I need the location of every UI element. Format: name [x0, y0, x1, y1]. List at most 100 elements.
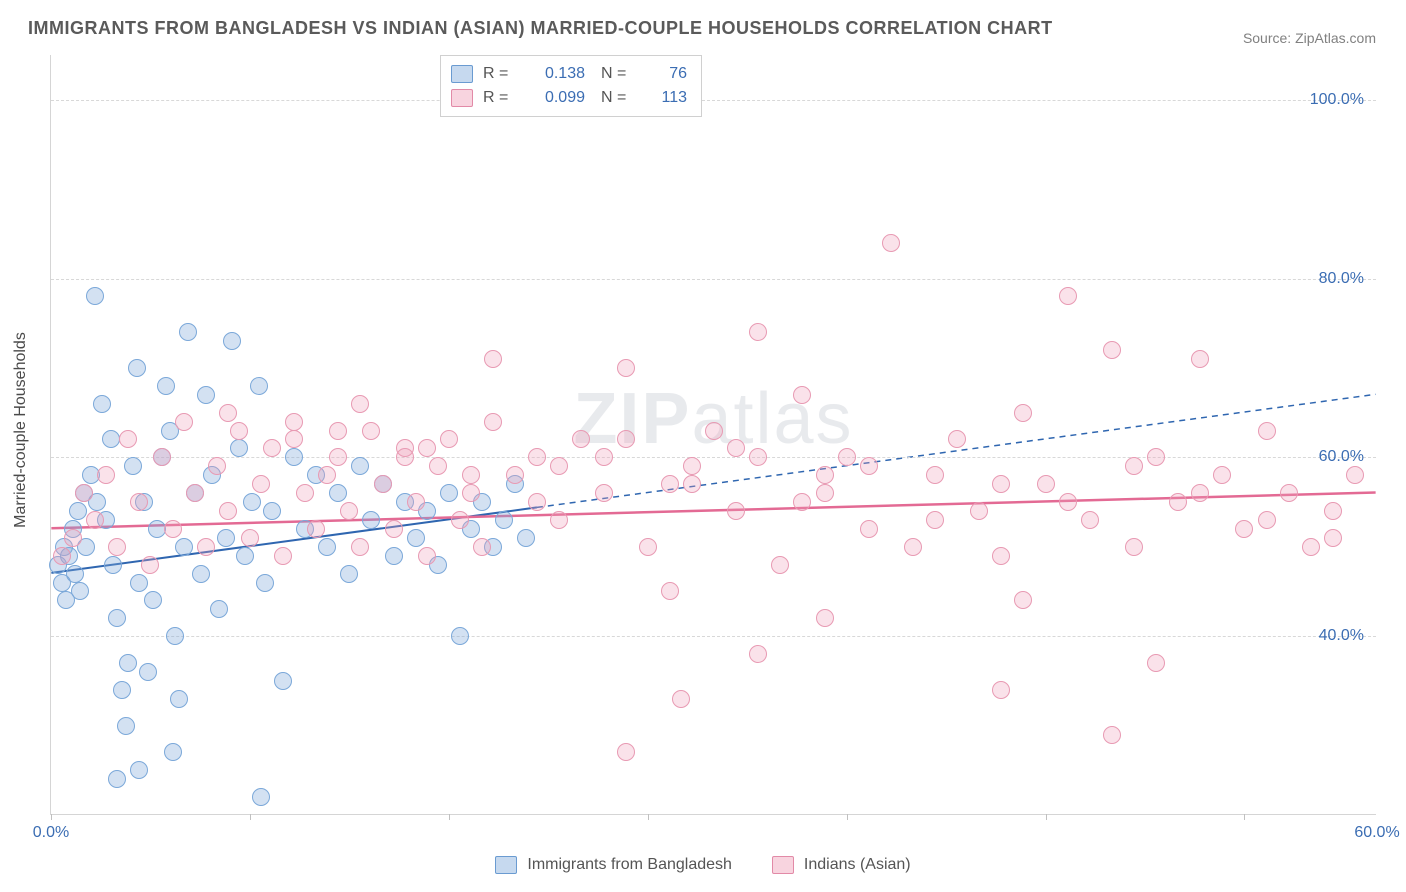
legend-label-pink: Indians (Asian)	[804, 856, 911, 874]
legend-item-pink: Indians (Asian)	[772, 856, 911, 874]
data-point	[230, 439, 248, 457]
x-tick-mark	[250, 814, 251, 820]
data-point	[1037, 475, 1055, 493]
data-point	[451, 511, 469, 529]
data-point	[661, 475, 679, 493]
data-point	[550, 457, 568, 475]
data-point	[860, 520, 878, 538]
data-point	[948, 430, 966, 448]
data-point	[1014, 404, 1032, 422]
data-point	[1169, 493, 1187, 511]
data-point	[672, 690, 690, 708]
data-point	[318, 538, 336, 556]
data-point	[429, 457, 447, 475]
data-point	[1059, 287, 1077, 305]
chart-title: IMMIGRANTS FROM BANGLADESH VS INDIAN (AS…	[28, 18, 1053, 39]
data-point	[274, 672, 292, 690]
data-point	[219, 502, 237, 520]
data-point	[166, 627, 184, 645]
data-point	[252, 788, 270, 806]
legend-item-blue: Immigrants from Bangladesh	[495, 856, 732, 874]
data-point	[141, 556, 159, 574]
data-point	[1324, 529, 1342, 547]
data-point	[102, 430, 120, 448]
correlation-legend: R = 0.138 N = 76 R = 0.099 N = 113	[440, 55, 702, 117]
data-point	[104, 556, 122, 574]
swatch-blue-icon	[451, 65, 473, 83]
data-point	[243, 493, 261, 511]
data-point	[119, 430, 137, 448]
data-point	[119, 654, 137, 672]
data-point	[340, 502, 358, 520]
data-point	[506, 466, 524, 484]
data-point	[771, 556, 789, 574]
data-point	[340, 565, 358, 583]
y-tick-label: 40.0%	[1319, 627, 1364, 645]
data-point	[473, 538, 491, 556]
x-tick-mark	[51, 814, 52, 820]
data-point	[274, 547, 292, 565]
data-point	[69, 502, 87, 520]
data-point	[285, 448, 303, 466]
data-point	[318, 466, 336, 484]
data-point	[75, 484, 93, 502]
source-label: Source: ZipAtlas.com	[1243, 30, 1376, 46]
data-point	[117, 717, 135, 735]
data-point	[1302, 538, 1320, 556]
data-point	[307, 520, 325, 538]
data-point	[992, 547, 1010, 565]
data-point	[108, 538, 126, 556]
data-point	[128, 359, 146, 377]
data-point	[71, 582, 89, 600]
x-tick-mark	[648, 814, 649, 820]
data-point	[351, 457, 369, 475]
data-point	[1147, 654, 1165, 672]
data-point	[296, 484, 314, 502]
data-point	[164, 520, 182, 538]
data-point	[139, 663, 157, 681]
data-point	[992, 475, 1010, 493]
data-point	[130, 574, 148, 592]
data-point	[351, 538, 369, 556]
data-point	[256, 574, 274, 592]
data-point	[882, 234, 900, 252]
legend-row-pink: R = 0.099 N = 113	[451, 86, 687, 110]
data-point	[86, 287, 104, 305]
n-label: N =	[601, 65, 637, 83]
data-point	[108, 609, 126, 627]
n-label: N =	[601, 89, 637, 107]
data-point	[904, 538, 922, 556]
data-point	[462, 466, 480, 484]
data-point	[170, 690, 188, 708]
n-value-blue: 76	[647, 65, 687, 83]
data-point	[749, 323, 767, 341]
data-point	[838, 448, 856, 466]
data-point	[64, 529, 82, 547]
data-point	[793, 493, 811, 511]
data-point	[926, 511, 944, 529]
data-point	[351, 395, 369, 413]
swatch-pink-icon	[451, 89, 473, 107]
data-point	[329, 448, 347, 466]
data-point	[683, 475, 701, 493]
y-tick-label: 60.0%	[1319, 448, 1364, 466]
data-point	[208, 457, 226, 475]
watermark: ZIPatlas	[573, 378, 853, 460]
gridline	[51, 279, 1376, 280]
data-point	[550, 511, 568, 529]
data-point	[816, 466, 834, 484]
data-point	[97, 466, 115, 484]
data-point	[816, 609, 834, 627]
data-point	[617, 430, 635, 448]
data-point	[175, 413, 193, 431]
data-point	[528, 493, 546, 511]
data-point	[705, 422, 723, 440]
data-point	[462, 484, 480, 502]
data-point	[793, 386, 811, 404]
data-point	[86, 511, 104, 529]
data-point	[93, 395, 111, 413]
data-point	[130, 761, 148, 779]
data-point	[223, 332, 241, 350]
data-point	[385, 520, 403, 538]
data-point	[484, 350, 502, 368]
